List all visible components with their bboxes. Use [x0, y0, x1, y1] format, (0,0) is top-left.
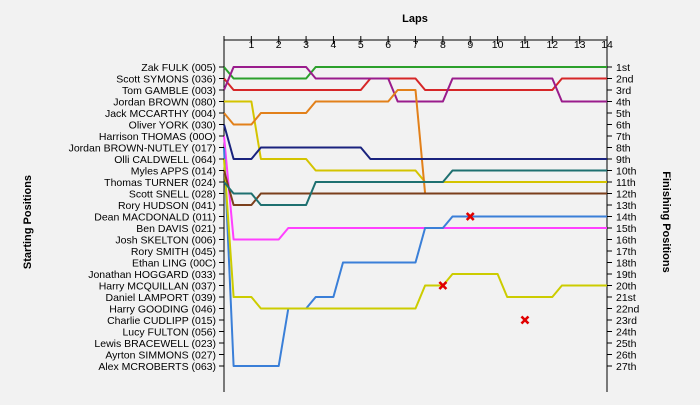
driver-label: Rory HUDSON (041) — [118, 200, 216, 212]
finish-label: 11th — [616, 177, 636, 189]
lap-label: 9 — [467, 39, 473, 51]
series-line — [223, 89, 607, 195]
finish-label: 26th — [616, 349, 637, 361]
series-lines — [223, 66, 607, 367]
driver-label: Jonathan HOGGARD (033) — [88, 269, 216, 281]
finish-label: 12th — [616, 188, 637, 200]
finish-label: 23rd — [616, 315, 637, 327]
series-line — [223, 66, 607, 80]
series-line — [223, 147, 607, 367]
lap-ticks: 1 2 3 4 5 6 7 8 9 10 11 12 13 14 — [223, 36, 613, 51]
driver-label: Ben DAVIS (021) — [136, 223, 216, 235]
driver-label: Lewis BRACEWELL (023) — [94, 338, 216, 350]
lap-label: 12 — [546, 39, 558, 51]
finish-label: 16th — [616, 234, 637, 246]
driver-label: Charlie CUDLIPP (015) — [107, 315, 216, 327]
series-line — [223, 169, 607, 206]
lap-label: 5 — [358, 39, 364, 51]
finish-label: 18th — [616, 257, 637, 269]
driver-label: Oliver YORK (030) — [129, 119, 216, 131]
finish-label: 2nd — [616, 73, 634, 85]
retirement-marker — [520, 315, 530, 325]
series-line — [223, 170, 607, 206]
finish-label: 15th — [616, 223, 637, 235]
finish-label: 9th — [616, 154, 631, 166]
finish-label: 7th — [616, 131, 631, 143]
lap-label: 14 — [601, 39, 613, 51]
lap-label: 13 — [574, 39, 586, 51]
series-line — [224, 100, 607, 183]
y-axis-title-right: Finishing Positions — [660, 171, 672, 272]
finish-label: 27th — [616, 361, 637, 373]
retirement-markers — [438, 212, 530, 325]
lap-label: 4 — [331, 39, 337, 51]
finish-label: 21st — [616, 292, 636, 304]
driver-label: Josh SKELTON (006) — [115, 234, 216, 246]
driver-label: Jordan BROWN-NUTLEY (017) — [69, 142, 216, 154]
x-axis-title: Laps — [402, 13, 428, 25]
y-axis-title-left: Starting Positions — [22, 175, 34, 269]
finish-label: 10th — [616, 165, 637, 177]
finish-label: 20th — [616, 280, 637, 292]
lap-label: 2 — [276, 39, 282, 51]
driver-label: Ayrton SIMMONS (027) — [105, 349, 216, 361]
series-line — [223, 158, 607, 310]
finish-label: 17th — [616, 246, 637, 258]
driver-label: Olli CALDWELL (064) — [114, 154, 216, 166]
finish-label: 1st — [616, 62, 630, 74]
position-labels: Zak FULK (005)Scott SYMONS (036)Tom GAMB… — [69, 62, 640, 373]
driver-label: Harry MCQUILLAN (037) — [99, 280, 216, 292]
lap-label: 11 — [520, 39, 531, 51]
driver-label: Jordan BROWN (080) — [113, 96, 216, 108]
driver-label: Zak FULK (005) — [141, 62, 216, 74]
series-line — [223, 77, 607, 91]
finish-label: 22nd — [616, 303, 640, 315]
driver-label: Rory SMITH (045) — [131, 246, 216, 258]
finish-label: 14th — [616, 211, 637, 223]
series-line — [223, 124, 607, 160]
retirement-marker — [438, 281, 448, 290]
driver-label: Myles APPS (014) — [131, 165, 216, 177]
finish-label: 3rd — [616, 85, 631, 97]
finish-label: 4th — [616, 96, 631, 108]
driver-label: Lucy FULTON (056) — [122, 326, 216, 338]
driver-label: Thomas TURNER (024) — [104, 177, 216, 189]
finish-label: 8th — [616, 142, 631, 154]
driver-label: Harrison THOMAS (00O) — [99, 131, 216, 143]
retirement-marker — [465, 212, 475, 221]
lap-label: 7 — [413, 39, 419, 51]
series-line — [223, 135, 607, 241]
lap-label: 3 — [303, 39, 309, 51]
series-line — [223, 66, 607, 103]
driver-label: Tom GAMBLE (003) — [122, 85, 216, 97]
driver-label: Alex MCROBERTS (063) — [98, 361, 216, 373]
driver-label: Ethan LING (00C) — [132, 257, 216, 269]
finish-label: 19th — [616, 269, 637, 281]
finish-label: 25th — [616, 338, 637, 350]
driver-label: Daniel LAMPORT (039) — [106, 292, 217, 304]
driver-label: Jack MCCARTHY (004) — [105, 108, 216, 120]
lap-label: 6 — [385, 39, 391, 51]
driver-label: Scott SNELL (028) — [129, 188, 216, 200]
finish-label: 5th — [616, 108, 631, 120]
lap-label: 10 — [492, 39, 504, 51]
finish-label: 6th — [616, 119, 631, 131]
lap-label: 1 — [248, 39, 254, 51]
finish-label: 13th — [616, 200, 637, 212]
driver-label: Harry GOODING (046) — [109, 303, 216, 315]
finish-label: 24th — [616, 326, 637, 338]
driver-label: Scott SYMONS (036) — [116, 73, 216, 85]
driver-label: Dean MACDONALD (011) — [94, 211, 216, 223]
lap-label: 8 — [440, 39, 446, 51]
